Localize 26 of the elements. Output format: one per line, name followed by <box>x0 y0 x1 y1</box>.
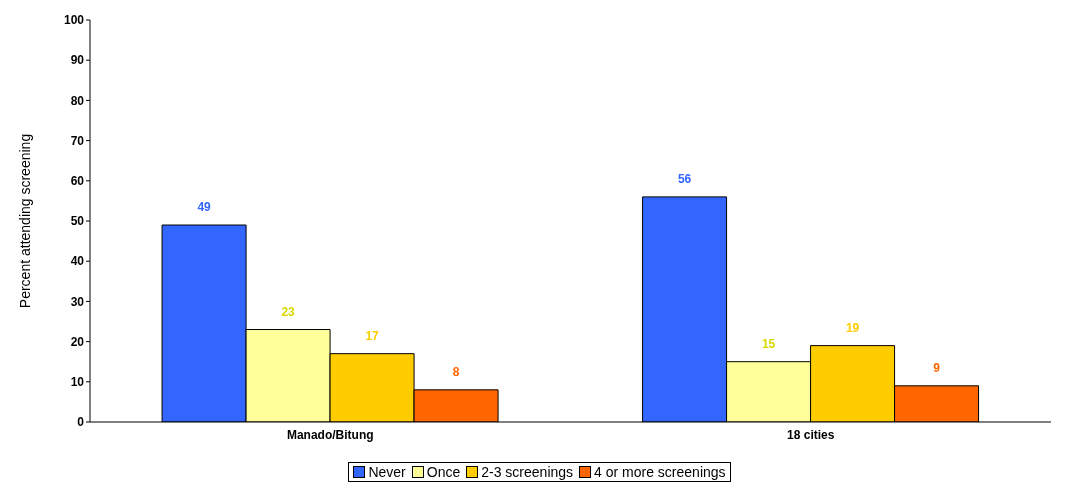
y-tick-label: 80 <box>70 93 85 108</box>
y-tick-label: 40 <box>70 254 85 269</box>
data-label: 15 <box>761 336 776 351</box>
legend-label: 2-3 screenings <box>481 464 574 480</box>
data-label: 49 <box>197 200 212 215</box>
data-label: 56 <box>677 171 692 186</box>
data-label: 19 <box>845 320 860 335</box>
legend-label: Once <box>426 464 461 480</box>
y-tick-label: 100 <box>63 13 85 28</box>
data-label: 17 <box>365 328 380 343</box>
y-tick-label: 50 <box>70 214 85 229</box>
y-tick-label: 20 <box>70 334 85 349</box>
y-tick-label: 90 <box>70 53 85 68</box>
x-tick-label: Manado/Bitung <box>286 427 374 442</box>
y-tick-label: 30 <box>70 294 85 309</box>
y-tick-label: 0 <box>77 415 85 430</box>
legend-label: 4 or more screenings <box>594 464 726 480</box>
y-axis-title: Percent attending screening <box>16 133 33 309</box>
y-tick-label: 70 <box>70 133 85 148</box>
data-label: 8 <box>452 364 460 379</box>
y-tick-label: 60 <box>70 174 85 189</box>
data-label: 9 <box>933 360 941 375</box>
y-tick-label: 10 <box>70 375 85 390</box>
data-label: 23 <box>281 304 296 319</box>
x-tick-label: 18 cities <box>787 427 835 442</box>
legend-label: Never <box>368 464 406 480</box>
